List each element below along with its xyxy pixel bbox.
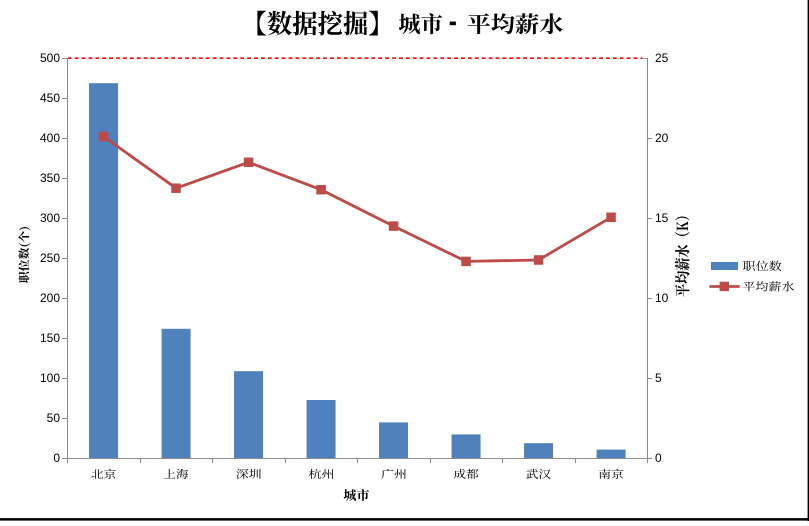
svg-text:0: 0 — [53, 451, 60, 465]
svg-text:20: 20 — [655, 131, 669, 145]
svg-text:200: 200 — [40, 291, 60, 305]
svg-text:25: 25 — [655, 51, 669, 65]
svg-text:100: 100 — [40, 371, 60, 385]
svg-text:150: 150 — [40, 331, 60, 345]
svg-text:350: 350 — [40, 171, 60, 185]
svg-text:5: 5 — [655, 371, 662, 385]
svg-text:450: 450 — [40, 91, 60, 105]
svg-text:15: 15 — [655, 211, 669, 225]
svg-text:0: 0 — [655, 451, 662, 465]
svg-text:50: 50 — [47, 411, 61, 425]
svg-text:400: 400 — [40, 131, 60, 145]
svg-text:500: 500 — [40, 51, 60, 65]
svg-text:250: 250 — [40, 251, 60, 265]
svg-text:300: 300 — [40, 211, 60, 225]
svg-text:10: 10 — [655, 291, 669, 305]
